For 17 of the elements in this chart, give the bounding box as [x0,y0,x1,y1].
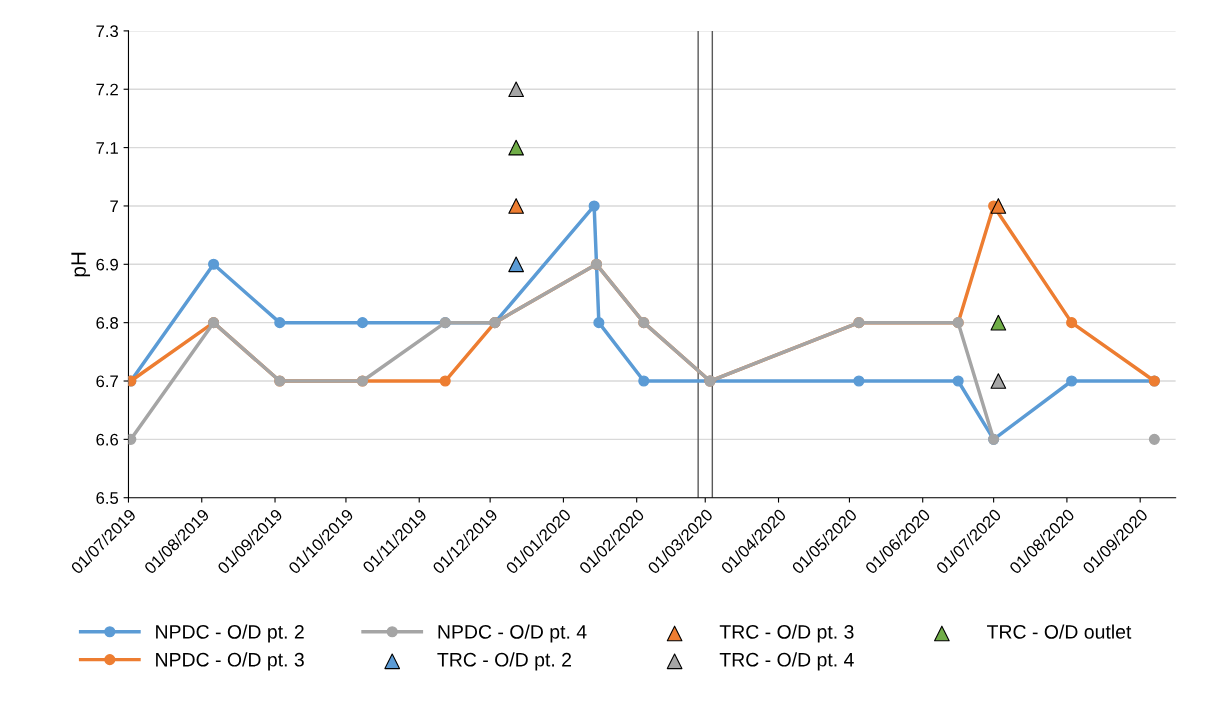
legend-label: NPDC - O/D pt. 2 [156,624,304,643]
y-tick-label: 7 [110,200,118,212]
y-tick-label: 6.6 [96,433,119,446]
legend-label: TRC - O/D pt. 4 [719,652,854,671]
legend-label: TRC - O/D pt. 2 [437,652,571,671]
y-tick-label: 7.1 [96,142,118,154]
y-axis-title: pH [71,252,91,277]
y-tick-label: 6.5 [96,492,119,504]
y-tick-label: 7.2 [96,83,118,96]
legend-label: NPDC - O/D pt. 3 [156,652,304,671]
y-tick-label: 7.3 [96,25,119,38]
legend-label: TRC - O/D outlet [987,624,1132,639]
y-tick-label: 6.8 [96,317,119,329]
y-tick-label: 6.7 [96,375,118,388]
legend-label: NPDC - O/D pt. 4 [438,624,587,643]
y-tick-label: 6.9 [96,258,118,271]
legend-label: TRC - O/D pt. 3 [719,624,854,643]
